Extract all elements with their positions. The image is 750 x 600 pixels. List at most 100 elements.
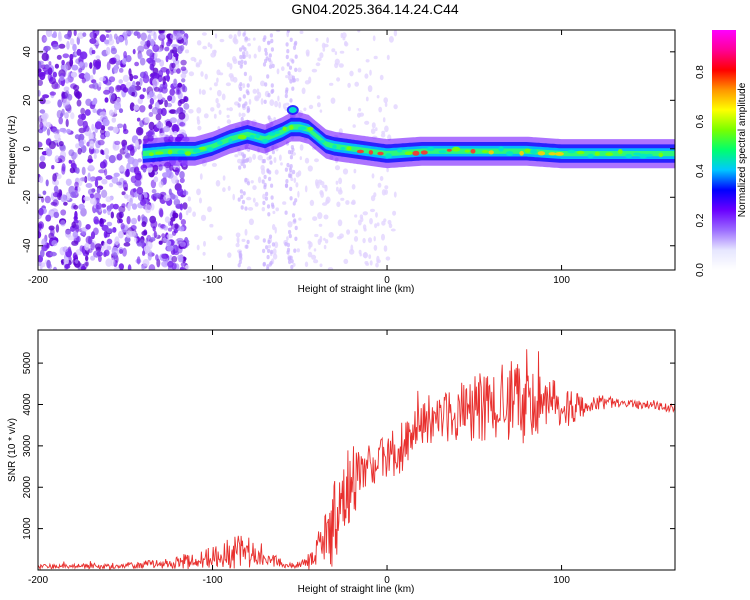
noise-blob xyxy=(286,49,290,54)
noise-blob xyxy=(59,75,65,81)
noise-blob xyxy=(308,104,314,110)
noise-blob xyxy=(293,218,297,223)
noise-blob xyxy=(228,107,233,112)
noise-blob xyxy=(222,175,226,181)
noise-blob xyxy=(107,126,115,131)
noise-blob xyxy=(62,128,67,134)
noise-blob xyxy=(284,167,288,172)
noise-blob xyxy=(203,113,209,119)
noise-blob xyxy=(393,191,397,198)
noise-blob xyxy=(299,30,304,34)
noise-blob xyxy=(252,197,256,203)
noise-blob xyxy=(140,32,147,41)
noise-blob xyxy=(61,59,65,66)
noise-blob xyxy=(197,125,202,131)
noise-blob xyxy=(39,161,46,169)
noise-blob xyxy=(179,98,186,104)
noise-blob xyxy=(213,113,217,119)
noise-blob xyxy=(135,81,141,86)
noise-blob xyxy=(357,30,361,33)
noise-blob xyxy=(275,207,280,212)
noise-blob xyxy=(134,191,139,198)
ridge-blob xyxy=(307,126,314,131)
noise-blob xyxy=(116,181,122,186)
noise-blob xyxy=(72,252,78,261)
noise-blob xyxy=(237,158,242,164)
noise-blob xyxy=(207,206,212,213)
noise-blob xyxy=(285,42,289,47)
noise-blob xyxy=(262,158,266,164)
noise-blob xyxy=(47,67,53,76)
noise-blob xyxy=(336,186,339,192)
noise-blob xyxy=(179,203,183,211)
noise-blob xyxy=(364,73,369,79)
noise-blob xyxy=(240,116,244,122)
noise-blob xyxy=(69,53,74,60)
noise-blob xyxy=(139,57,146,66)
noise-blob xyxy=(64,78,70,84)
noise-blob xyxy=(78,133,85,141)
noise-blob xyxy=(83,127,87,132)
noise-blob xyxy=(362,237,366,244)
noise-blob xyxy=(172,212,179,219)
noise-blob xyxy=(64,112,69,119)
noise-blob xyxy=(106,61,111,71)
noise-blob xyxy=(245,50,249,58)
noise-blob xyxy=(178,226,185,232)
noise-blob xyxy=(241,238,246,242)
noise-blob xyxy=(264,51,268,56)
noise-blob xyxy=(375,212,378,218)
noise-blob xyxy=(38,230,42,239)
noise-blob xyxy=(378,106,383,113)
ridge-blob xyxy=(404,151,413,155)
noise-blob xyxy=(135,172,142,181)
noise-blob xyxy=(347,106,351,112)
noise-blob xyxy=(80,107,86,115)
noise-blob xyxy=(70,112,75,120)
noise-blob xyxy=(384,102,388,107)
noise-blob xyxy=(179,171,185,179)
noise-blob xyxy=(226,107,230,111)
noise-blob xyxy=(254,235,260,241)
noise-blob xyxy=(148,60,155,65)
noise-blob xyxy=(85,255,89,262)
noise-blob xyxy=(79,245,84,252)
noise-blob xyxy=(248,98,252,105)
noise-blob xyxy=(81,166,86,176)
noise-blob xyxy=(271,149,275,155)
noise-blob xyxy=(92,97,98,105)
noise-blob xyxy=(155,113,162,121)
noise-blob xyxy=(122,247,127,257)
snr-plot-area xyxy=(38,330,675,570)
noise-blob xyxy=(108,155,116,164)
noise-blob xyxy=(45,179,49,187)
noise-blob xyxy=(176,187,184,197)
noise-blob xyxy=(292,262,296,267)
heatmap-ytick-label: -40 xyxy=(22,238,33,253)
noise-blob xyxy=(158,207,164,217)
noise-blob xyxy=(158,240,163,245)
noise-blob xyxy=(72,43,77,52)
noise-blob xyxy=(71,64,79,71)
noise-blob xyxy=(246,266,252,270)
noise-blob xyxy=(177,82,183,88)
noise-blob xyxy=(368,254,372,259)
noise-blob xyxy=(213,82,218,87)
noise-blob xyxy=(271,63,275,69)
noise-blob xyxy=(79,52,84,62)
noise-blob xyxy=(221,93,226,101)
noise-blob xyxy=(385,256,391,261)
noise-blob xyxy=(102,209,107,214)
noise-blob xyxy=(241,45,245,50)
noise-blob xyxy=(254,202,259,207)
noise-blob xyxy=(313,248,317,252)
noise-blob xyxy=(315,179,319,187)
noise-blob xyxy=(40,249,45,258)
noise-blob xyxy=(334,165,341,171)
noise-blob xyxy=(132,75,139,80)
noise-blob xyxy=(153,192,161,197)
noise-blob xyxy=(376,259,381,264)
noise-blob xyxy=(225,82,231,87)
noise-blob xyxy=(264,58,268,64)
noise-blob xyxy=(271,242,275,247)
